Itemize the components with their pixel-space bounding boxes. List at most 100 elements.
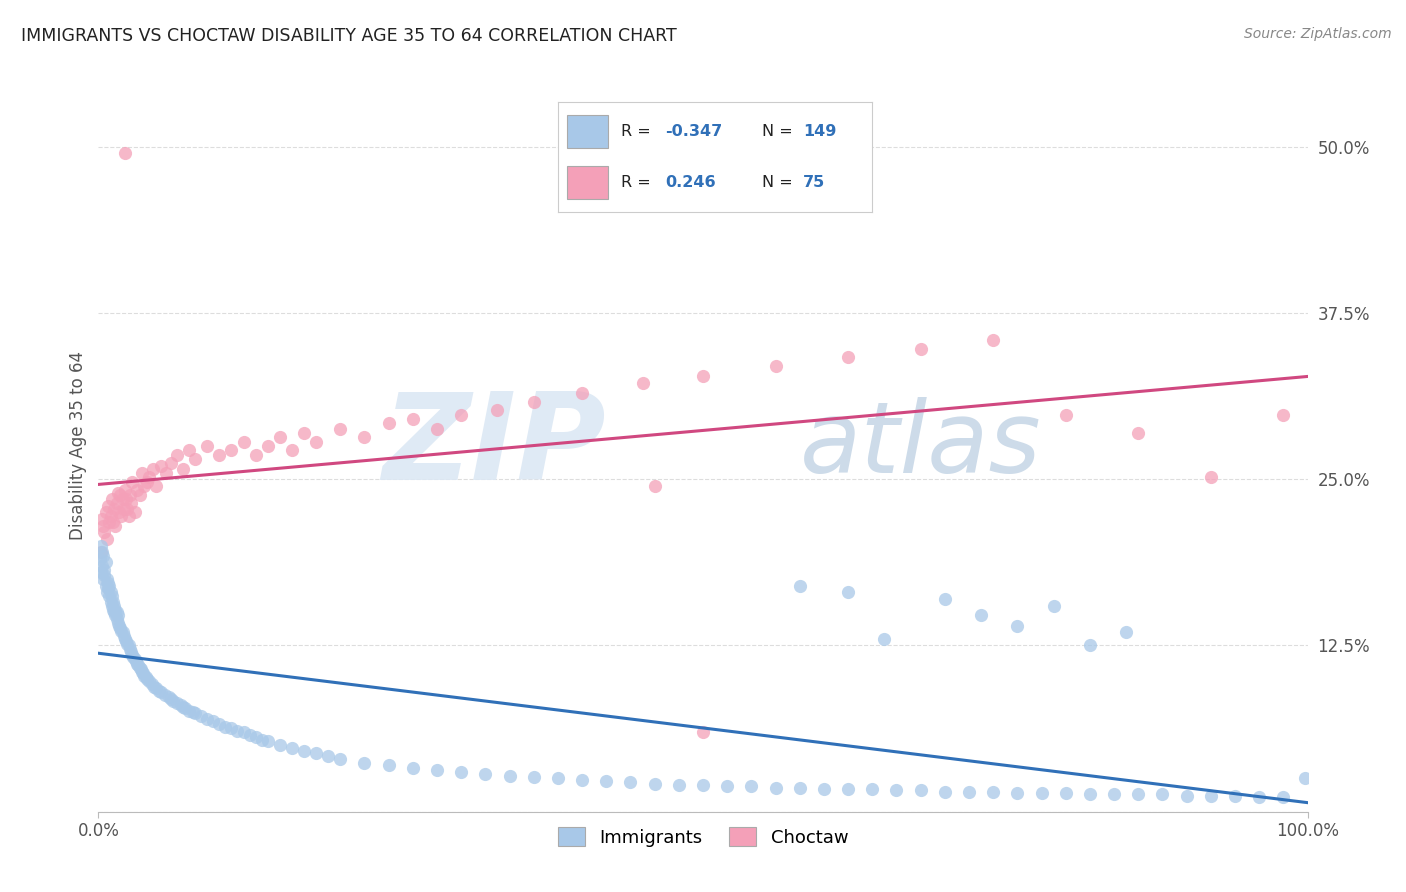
- Point: [789, 780, 811, 795]
- Point: [377, 758, 399, 772]
- Point: [256, 439, 278, 453]
- Point: [100, 594, 122, 608]
- Point: [148, 683, 170, 698]
- Point: [305, 435, 328, 450]
- Point: [138, 674, 160, 689]
- Point: [281, 740, 304, 755]
- Point: [94, 506, 117, 520]
- Point: [1294, 772, 1316, 786]
- Point: [90, 539, 112, 553]
- Point: [91, 518, 114, 533]
- Point: [860, 782, 883, 797]
- Point: [127, 483, 149, 497]
- Point: [114, 146, 136, 161]
- Point: [118, 642, 141, 657]
- Point: [166, 696, 188, 710]
- Point: [329, 751, 352, 765]
- Point: [160, 691, 183, 706]
- Point: [232, 725, 254, 739]
- Point: [90, 566, 112, 580]
- Point: [813, 782, 835, 797]
- Point: [1007, 618, 1029, 632]
- Point: [135, 672, 157, 686]
- Point: [100, 599, 122, 613]
- Point: [232, 435, 254, 450]
- Point: [98, 515, 121, 529]
- Point: [131, 665, 153, 679]
- Point: [91, 545, 114, 559]
- Point: [145, 681, 167, 695]
- Point: [89, 552, 111, 566]
- Point: [100, 585, 122, 599]
- Point: [166, 448, 188, 462]
- Point: [1042, 599, 1064, 613]
- Point: [169, 698, 191, 713]
- Point: [1152, 788, 1174, 802]
- Point: [96, 532, 118, 546]
- Point: [910, 783, 932, 797]
- Point: [93, 563, 115, 577]
- Point: [107, 615, 129, 630]
- Point: [114, 632, 136, 646]
- Point: [91, 558, 114, 573]
- Point: [100, 492, 122, 507]
- Point: [1054, 786, 1077, 800]
- Point: [110, 624, 132, 638]
- Point: [837, 585, 859, 599]
- Point: [145, 479, 167, 493]
- Point: [668, 778, 690, 792]
- Point: [208, 448, 231, 462]
- Point: [221, 721, 243, 735]
- Point: [112, 629, 135, 643]
- Point: [157, 690, 180, 705]
- Point: [118, 488, 141, 502]
- Point: [789, 579, 811, 593]
- Point: [1054, 409, 1077, 423]
- Point: [115, 492, 138, 507]
- Point: [155, 466, 177, 480]
- Point: [221, 442, 243, 457]
- Point: [353, 756, 375, 770]
- Point: [128, 488, 150, 502]
- Point: [644, 479, 666, 493]
- Point: [837, 350, 859, 364]
- Point: [692, 725, 714, 739]
- Point: [91, 512, 114, 526]
- Point: [174, 701, 197, 715]
- Point: [214, 720, 236, 734]
- Point: [474, 767, 496, 781]
- Point: [90, 545, 112, 559]
- Point: [94, 555, 117, 569]
- Point: [934, 785, 956, 799]
- Point: [1272, 790, 1295, 805]
- Point: [181, 705, 204, 719]
- Point: [135, 670, 157, 684]
- Point: [108, 488, 131, 502]
- Point: [103, 501, 125, 516]
- Point: [100, 509, 122, 524]
- Point: [103, 599, 125, 613]
- Point: [1199, 789, 1222, 803]
- Point: [450, 764, 472, 779]
- Point: [1078, 639, 1101, 653]
- Point: [353, 430, 375, 444]
- Point: [523, 395, 546, 409]
- Point: [498, 769, 520, 783]
- Point: [100, 589, 122, 603]
- Point: [91, 549, 114, 564]
- Point: [117, 501, 139, 516]
- Point: [103, 605, 125, 619]
- Point: [1272, 409, 1295, 423]
- Point: [740, 780, 762, 794]
- Point: [402, 761, 425, 775]
- Point: [239, 728, 262, 742]
- Point: [1128, 425, 1150, 440]
- Point: [162, 694, 184, 708]
- Point: [450, 409, 472, 423]
- Point: [128, 661, 150, 675]
- Point: [142, 461, 165, 475]
- Point: [150, 458, 173, 473]
- Point: [1102, 788, 1125, 802]
- Point: [250, 732, 273, 747]
- Point: [115, 634, 138, 648]
